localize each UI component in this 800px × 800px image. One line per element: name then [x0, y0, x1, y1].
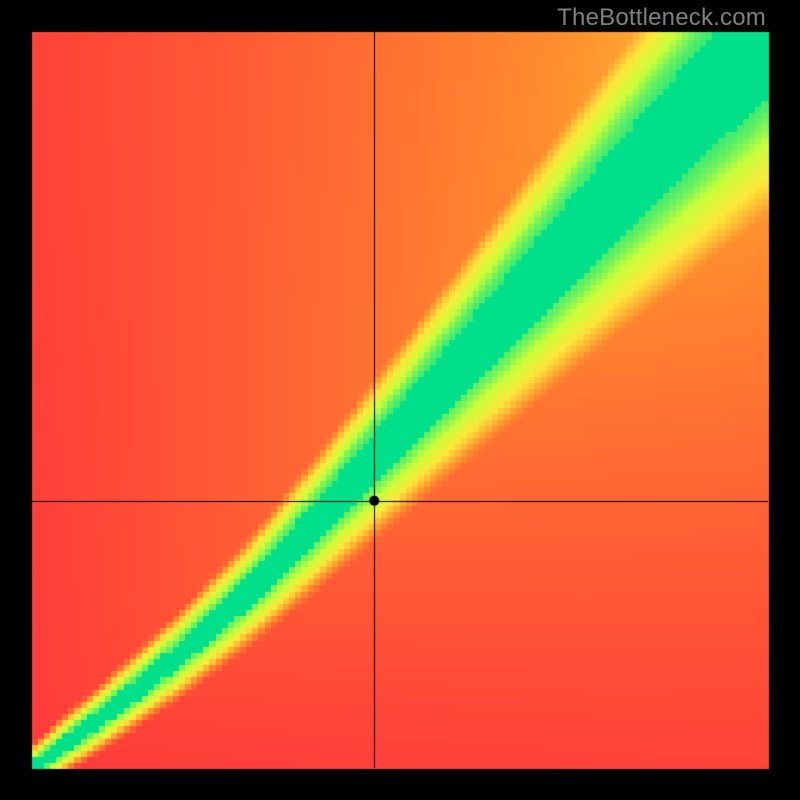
bottleneck-heatmap: [0, 0, 800, 800]
watermark-text: TheBottleneck.com: [557, 4, 766, 32]
chart-container: TheBottleneck.com: [0, 0, 800, 800]
